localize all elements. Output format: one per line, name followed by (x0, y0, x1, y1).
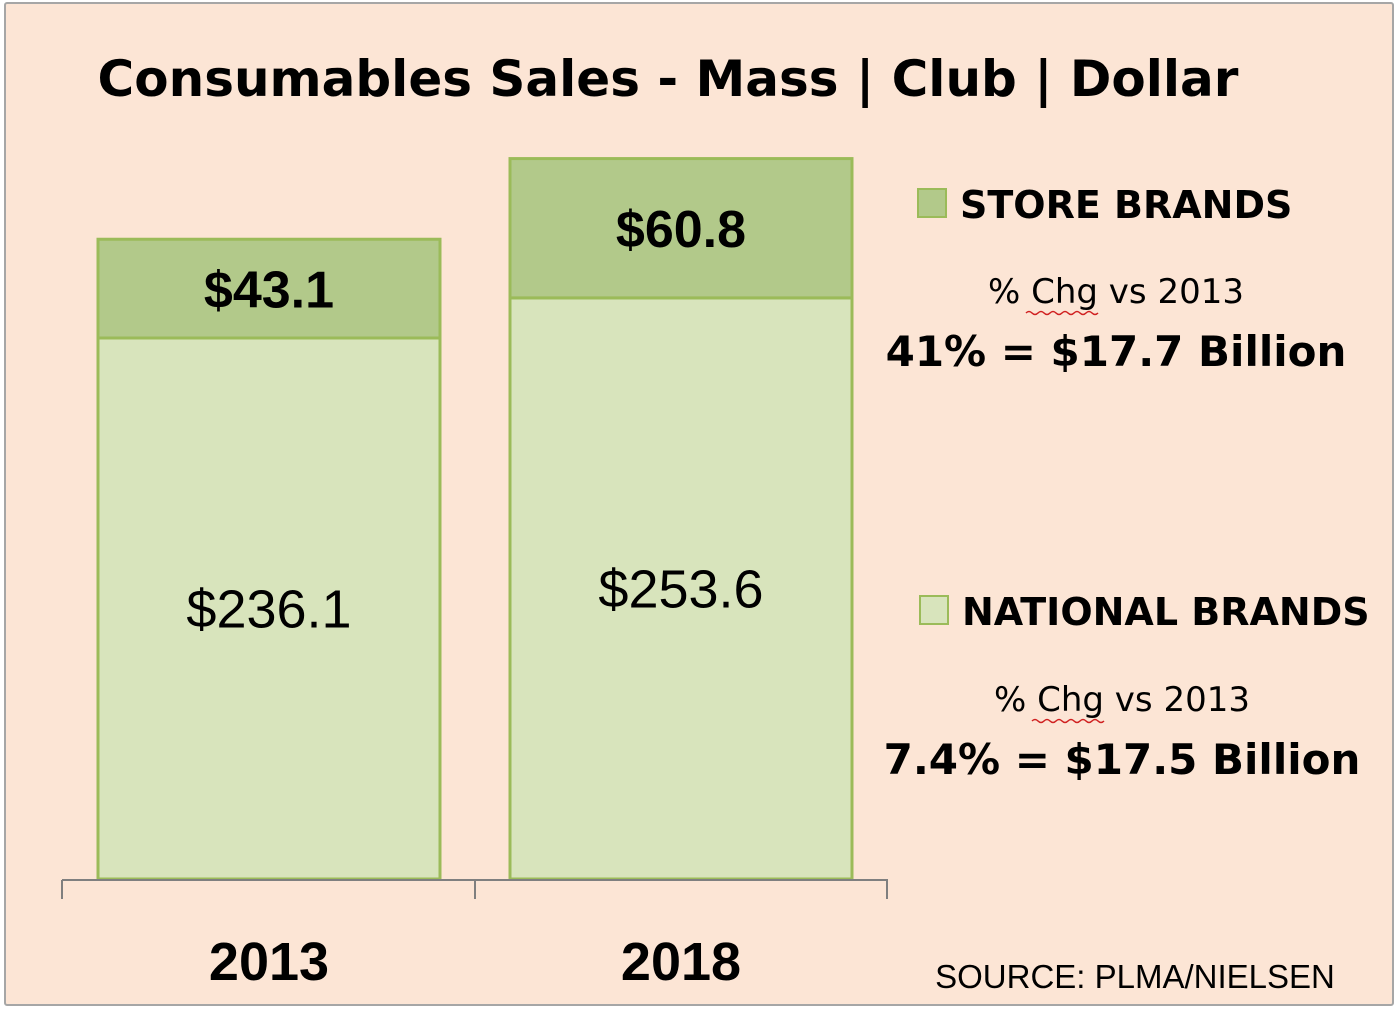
store-brands-change-value: 41% = $17.7 Billion (886, 327, 1347, 376)
data-label-store-brands-2018: $60.8 (616, 201, 746, 259)
legend-label-national-brands: NATIONAL BRANDS (962, 590, 1370, 634)
spellcheck-underline (1031, 718, 1105, 724)
legend-store-brands: STORE BRANDS % Chg vs 2013 41% = $17.7 B… (886, 183, 1347, 376)
bar-store-brands-2018 (508, 157, 854, 300)
data-label-store-brands-2013: $43.1 (204, 262, 334, 320)
bar-store-brands-2013 (96, 237, 442, 340)
spellcheck-underline (1025, 310, 1099, 316)
store-brands-change-caption: % Chg vs 2013 (988, 272, 1244, 312)
bar-national-brands-2018 (508, 296, 854, 881)
legend-swatch-store-brands (917, 188, 947, 218)
bar-national-brands-2013 (96, 336, 442, 881)
legend-national-brands: NATIONAL BRANDS % Chg vs 2013 7.4% = $17… (884, 590, 1370, 784)
chart-title: Consumables Sales - Mass | Club | Dollar (98, 50, 1239, 108)
category-label-2018: 2018 (621, 932, 741, 992)
category-label-2013: 2013 (209, 932, 329, 992)
category-labels: 2013 2018 (209, 932, 741, 992)
national-brands-change-caption: % Chg vs 2013 (994, 680, 1250, 720)
legend-swatch-national-brands (919, 595, 949, 625)
data-label-national-brands-2013: $236.1 (186, 580, 351, 640)
source-note: SOURCE: PLMA/NIELSEN (935, 958, 1335, 995)
x-axis (61, 879, 888, 899)
bars: $236.1 $43.1 $253.6 $60.8 (96, 157, 854, 881)
legend-label-store-brands: STORE BRANDS (960, 183, 1292, 227)
national-brands-change-value: 7.4% = $17.5 Billion (884, 735, 1361, 784)
data-label-national-brands-2018: $253.6 (598, 559, 763, 619)
